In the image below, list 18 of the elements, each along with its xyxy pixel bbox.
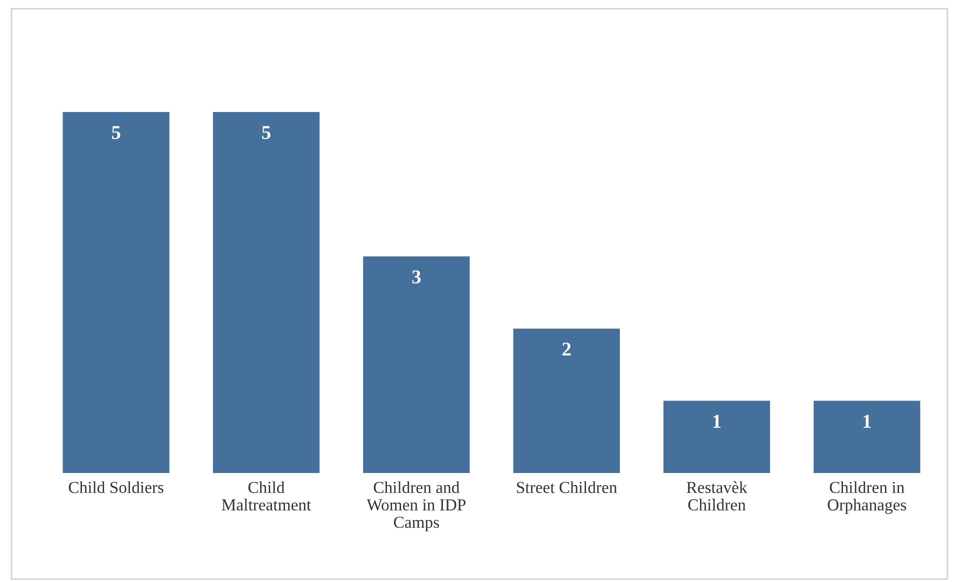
data-label: 3 (412, 270, 421, 284)
x-tick-label: Child Soldiers (68, 481, 164, 494)
bar (814, 400, 920, 473)
data-label: 1 (713, 414, 721, 428)
x-tick-label: Street Children (517, 481, 618, 494)
data-label: 1 (864, 414, 871, 428)
data-label: 5 (112, 126, 120, 140)
bar (513, 328, 620, 473)
x-tick-label: Child Maltreatment (222, 481, 312, 510)
bar (663, 400, 770, 473)
bar (212, 112, 320, 473)
x-tick-label: Restavèk Children (686, 481, 748, 510)
data-label: 2 (562, 342, 571, 356)
bar (62, 112, 170, 473)
data-label: 5 (262, 126, 270, 140)
bar (363, 256, 470, 473)
x-tick-label: Children in Orphanages (828, 481, 906, 514)
x-tick-label: Children and Women in IDP Camps (366, 481, 466, 532)
